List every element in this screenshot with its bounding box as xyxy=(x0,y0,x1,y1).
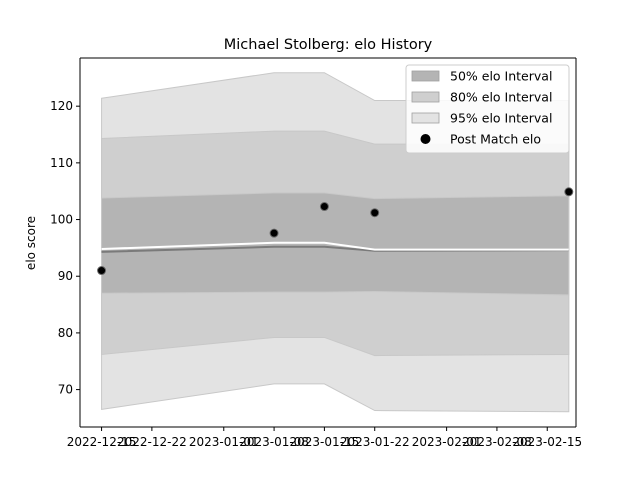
data-point xyxy=(98,267,106,275)
legend-label: 95% elo Interval xyxy=(450,111,552,126)
legend-label: Post Match elo xyxy=(450,132,541,147)
data-point xyxy=(565,188,573,196)
y-tick-label: 110 xyxy=(50,156,73,170)
legend-swatch xyxy=(412,92,439,102)
x-tick-label: 2023-02-15 xyxy=(512,435,582,449)
legend-marker xyxy=(421,134,431,144)
data-point xyxy=(320,203,328,211)
x-tick-label: 2022-12-22 xyxy=(117,435,187,449)
legend-swatch xyxy=(412,71,439,81)
legend: 50% elo Interval 80% elo Interval 95% elo … xyxy=(406,65,569,153)
legend-label: 80% elo Interval xyxy=(450,90,552,105)
data-point xyxy=(270,229,278,237)
legend-label: 50% elo Interval xyxy=(450,69,552,84)
y-tick-label: 120 xyxy=(50,99,73,113)
y-axis-label: elo score xyxy=(24,216,38,270)
y-tick-label: 90 xyxy=(58,269,73,283)
chart-title: Michael Stolberg: elo History xyxy=(224,37,433,53)
y-tick-label: 100 xyxy=(50,213,73,227)
legend-swatch xyxy=(412,113,439,123)
x-tick-label: 2023-01-22 xyxy=(340,435,410,449)
data-point xyxy=(371,209,379,217)
y-tick-label: 70 xyxy=(58,383,73,397)
y-tick-label: 80 xyxy=(58,326,73,340)
